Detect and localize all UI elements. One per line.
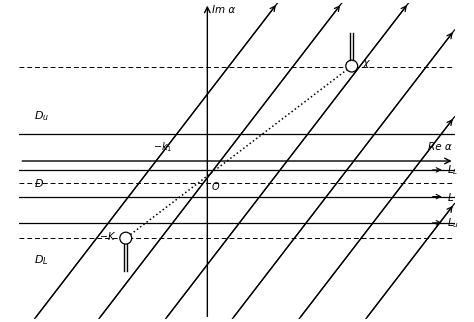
Text: $L$: $L$ — [447, 191, 454, 203]
Circle shape — [346, 60, 358, 72]
Text: $-k_1$: $-k_1$ — [153, 140, 173, 154]
Text: Re α: Re α — [428, 142, 452, 152]
Text: $-K$: $-K$ — [99, 230, 116, 242]
Text: $D$: $D$ — [34, 177, 44, 189]
Text: $L_L$: $L_L$ — [447, 163, 458, 177]
Circle shape — [120, 232, 132, 244]
Text: $L_u$: $L_u$ — [447, 216, 459, 230]
Text: $O$: $O$ — [211, 180, 220, 192]
Text: $D_u$: $D_u$ — [34, 109, 49, 123]
Text: $\chi$: $\chi$ — [362, 58, 371, 70]
Text: Im α: Im α — [212, 5, 236, 15]
Text: $D_L$: $D_L$ — [34, 253, 49, 267]
